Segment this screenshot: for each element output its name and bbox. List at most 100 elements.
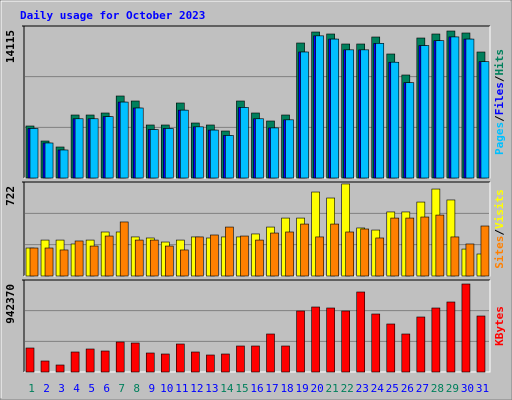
bar bbox=[149, 239, 159, 277]
bar bbox=[119, 101, 129, 179]
legend-separator: / bbox=[493, 229, 506, 236]
x-tick-label: 28 bbox=[431, 382, 444, 395]
bar bbox=[450, 236, 460, 277]
bar bbox=[330, 38, 339, 179]
bar bbox=[206, 354, 215, 373]
bar bbox=[195, 236, 204, 277]
bar bbox=[180, 109, 189, 179]
legend-entry: Pages bbox=[493, 122, 506, 155]
bar bbox=[461, 283, 471, 373]
bar bbox=[164, 245, 174, 277]
bar bbox=[119, 221, 129, 277]
bar bbox=[311, 306, 320, 373]
bar bbox=[375, 237, 385, 277]
bar bbox=[180, 249, 189, 277]
legend-separator: / bbox=[493, 75, 506, 82]
bar bbox=[59, 149, 69, 179]
bar bbox=[100, 350, 110, 373]
x-tick-label: 15 bbox=[235, 382, 248, 395]
x-tick-label: 24 bbox=[371, 382, 385, 395]
x-tick-label: 20 bbox=[311, 382, 324, 395]
legend: Sites/Visits bbox=[493, 189, 506, 269]
bar bbox=[285, 119, 294, 179]
bar bbox=[210, 234, 219, 277]
bar bbox=[251, 345, 260, 373]
legend-separator: / bbox=[493, 115, 506, 122]
legend-entry: Sites bbox=[493, 236, 506, 269]
bar bbox=[341, 310, 350, 373]
bar bbox=[476, 315, 486, 373]
bar bbox=[420, 45, 430, 179]
bar bbox=[134, 107, 144, 179]
bar bbox=[345, 49, 354, 179]
bar bbox=[315, 236, 324, 277]
bar bbox=[44, 247, 54, 277]
bar bbox=[191, 351, 200, 373]
bar bbox=[266, 333, 275, 373]
x-tick-label: 8 bbox=[133, 382, 140, 395]
y-tick-label: 14115 bbox=[4, 30, 17, 63]
bar bbox=[285, 231, 294, 277]
bar bbox=[104, 235, 114, 277]
x-tick-label: 17 bbox=[265, 382, 278, 395]
bar bbox=[296, 310, 305, 373]
x-tick-label: 14 bbox=[220, 382, 234, 395]
bar bbox=[360, 49, 370, 179]
bar bbox=[330, 223, 339, 277]
x-tick-label: 11 bbox=[175, 382, 188, 395]
bar bbox=[104, 116, 114, 179]
bar bbox=[225, 226, 234, 277]
bar bbox=[130, 342, 140, 373]
legend: Pages/Files/Hits bbox=[493, 49, 506, 155]
x-tick-label: 30 bbox=[461, 382, 474, 395]
bar bbox=[195, 126, 204, 179]
bar bbox=[115, 341, 125, 373]
x-tick-label: 4 bbox=[73, 382, 80, 395]
bar bbox=[465, 38, 475, 179]
bar bbox=[401, 333, 411, 373]
x-tick-label: 19 bbox=[295, 382, 308, 395]
bar bbox=[315, 35, 324, 179]
bar bbox=[390, 217, 400, 277]
bar bbox=[134, 239, 144, 277]
x-tick-label: 1 bbox=[28, 382, 35, 395]
bar bbox=[480, 61, 490, 179]
bar bbox=[356, 291, 366, 373]
x-tick-label: 2 bbox=[43, 382, 50, 395]
bar bbox=[225, 135, 234, 179]
bar bbox=[405, 82, 415, 179]
x-tick-label: 27 bbox=[416, 382, 429, 395]
bar bbox=[40, 360, 50, 373]
x-tick-label: 29 bbox=[446, 382, 459, 395]
bar bbox=[465, 243, 475, 277]
bar bbox=[85, 348, 95, 373]
bar bbox=[360, 228, 370, 277]
bar bbox=[450, 36, 460, 179]
x-tick-label: 22 bbox=[341, 382, 354, 395]
x-tick-label: 10 bbox=[160, 382, 173, 395]
y-tick-label: 722 bbox=[4, 186, 17, 206]
bar bbox=[405, 217, 415, 277]
bar bbox=[431, 307, 441, 373]
x-tick-label: 5 bbox=[88, 382, 95, 395]
y-tick-label: 942370 bbox=[4, 284, 17, 324]
bar bbox=[446, 301, 456, 373]
x-tick-label: 21 bbox=[326, 382, 339, 395]
bar bbox=[145, 352, 155, 373]
bar bbox=[164, 128, 174, 179]
bar bbox=[29, 128, 39, 179]
bar bbox=[44, 142, 54, 179]
bar bbox=[270, 232, 279, 277]
bar bbox=[480, 225, 490, 277]
x-tick-label: 7 bbox=[118, 382, 125, 395]
x-tick-label: 9 bbox=[148, 382, 155, 395]
legend-entry: Files bbox=[493, 82, 506, 115]
bar bbox=[149, 129, 159, 179]
x-tick-label: 25 bbox=[386, 382, 399, 395]
chart-title: Daily usage for October 2023 bbox=[20, 9, 205, 22]
bar bbox=[300, 223, 309, 277]
x-tick-label: 31 bbox=[476, 382, 489, 395]
bar bbox=[240, 107, 249, 179]
bar bbox=[416, 316, 426, 373]
bar bbox=[74, 118, 84, 179]
